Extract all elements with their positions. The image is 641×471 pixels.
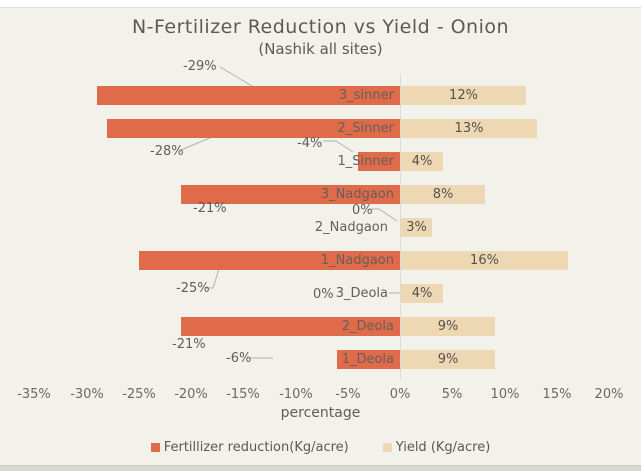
yield-value-label: 3%	[406, 220, 427, 235]
x-tick-label: 20%	[594, 387, 624, 402]
window-bottom-strip	[0, 465, 641, 471]
reduction-bar-3_sinner	[97, 86, 400, 105]
x-tick-label: -25%	[122, 387, 156, 402]
leader-line	[323, 140, 354, 153]
yield-bar-1_Deola	[401, 350, 495, 369]
yield-value-label: 8%	[432, 187, 454, 202]
category-label: 2_Nadgaon	[314, 220, 388, 235]
bar-annotation: -28%	[150, 144, 184, 159]
reduction-bar-2_Deola	[181, 317, 400, 336]
bar-annotation: -25%	[176, 281, 210, 296]
zero-gridline	[400, 74, 401, 379]
reduction-bar-1_Nadgaon	[139, 251, 400, 270]
bar-annotation: -6%	[226, 351, 252, 366]
legend-swatch-icon	[150, 443, 160, 452]
x-tick-label: -10%	[279, 387, 313, 402]
leader-line	[180, 136, 213, 151]
bar-annotation: 0%	[352, 203, 373, 218]
chart-title: N-Fertilizer Reduction vs Yield - Onion	[131, 16, 510, 38]
x-axis-title: percentage	[280, 405, 361, 421]
leader-line	[219, 66, 253, 87]
chart-subtitle: (Nashik all sites)	[258, 40, 383, 58]
yield-value-label: 13%	[454, 121, 484, 136]
category-label: 3_sinner	[339, 88, 394, 103]
yield-value-label: 9%	[437, 319, 459, 334]
category-label: 1_Sinner	[337, 154, 394, 169]
category-label: 2_Deola	[341, 319, 394, 334]
category-label: 3_Nadgaon	[320, 187, 394, 202]
bar-annotation: -4%	[297, 136, 323, 151]
bar-annotation: -29%	[183, 59, 217, 74]
x-tick-label: 15%	[542, 387, 572, 402]
category-label: 3_Deola	[335, 286, 388, 301]
x-tick-label: 10%	[490, 387, 520, 402]
reduction-bar-2_Sinner	[107, 119, 400, 138]
yield-value-label: 16%	[470, 253, 499, 268]
window-top-strip	[0, 0, 641, 8]
yield-bar-2_Sinner	[401, 119, 537, 138]
reduction-bar-1_Sinner	[358, 152, 400, 171]
yield-bar-3_Deola	[401, 284, 443, 303]
reduction-bar-1_Deola	[337, 350, 400, 369]
yield-bar-2_Deola	[401, 317, 495, 336]
reduction-bar-3_Nadgaon	[181, 185, 400, 204]
category-label: 1_Deola	[341, 352, 394, 367]
legend-label: Yield (Kg/acre)	[395, 440, 491, 455]
x-tick-label: -30%	[70, 387, 104, 402]
x-tick-label: 0%	[389, 387, 411, 402]
x-tick-label: -20%	[174, 387, 208, 402]
yield-bar-3_sinner	[401, 86, 526, 105]
legend-item-fertilizer-reduction: Fertillizer reduction(Kg/acre)	[150, 440, 349, 455]
bar-annotation: 0%	[313, 287, 334, 302]
bar-annotation: -21%	[172, 337, 206, 352]
legend-swatch-icon	[382, 443, 392, 452]
x-tick-label: -35%	[17, 387, 51, 402]
x-tick-label: 5%	[441, 387, 463, 402]
x-tick-label: -5%	[335, 387, 361, 402]
category-label: 2_Sinner	[337, 121, 394, 136]
yield-value-label: 4%	[411, 154, 433, 169]
yield-value-label: 9%	[437, 352, 459, 367]
yield-value-label: 4%	[411, 286, 433, 301]
yield-value-label: 12%	[449, 88, 478, 103]
yield-bar-1_Nadgaon	[401, 251, 568, 270]
legend-item-yield: Yield (Kg/acre)	[382, 440, 491, 455]
bar-annotation: -21%	[193, 201, 227, 216]
x-tick-label: -15%	[226, 387, 260, 402]
category-label: 1_Nadgaon	[320, 253, 394, 268]
yield-bar-2_Nadgaon	[401, 218, 432, 237]
legend: Fertillizer reduction(Kg/acre) Yield (Kg/…	[0, 440, 641, 455]
legend-label: Fertillizer reduction(Kg/acre)	[163, 440, 349, 455]
yield-bar-3_Nadgaon	[401, 185, 485, 204]
yield-bar-1_Sinner	[401, 152, 443, 171]
